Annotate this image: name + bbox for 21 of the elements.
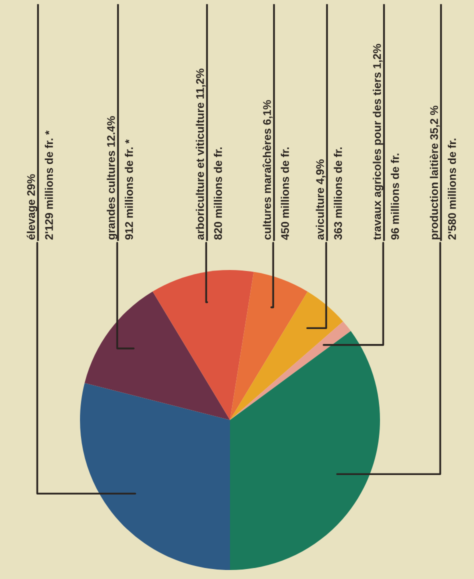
slice-label: grandes cultures 12.4% <box>106 116 118 240</box>
slice-label: cultures maraîchères 6,1% <box>262 100 273 240</box>
pie-slice <box>152 270 254 420</box>
pie-slice <box>230 272 308 420</box>
data-label: 2'129 millions de fr. * <box>44 130 53 240</box>
slice-label: élevage 29% <box>26 174 38 240</box>
data-label: 96 millions de fr. <box>390 154 399 240</box>
slice-label: aviculture 4,9% <box>316 159 326 240</box>
pie-slice <box>230 321 351 420</box>
pie-slice <box>84 291 230 420</box>
data-label: 363 millions de fr. <box>334 148 342 240</box>
pie-slice <box>230 331 380 570</box>
pie-slice <box>230 292 344 420</box>
data-label: 450 millions de fr. <box>280 148 289 240</box>
slice-label: travaux agricoles pour des tiers 1,2% <box>372 44 384 240</box>
slice-label: arboriculture et viticulture 11,2% <box>196 68 206 240</box>
data-label: 2'580 millions de fr. <box>448 138 456 240</box>
data-label: 912 millions de fr. * <box>124 139 133 240</box>
slice-label: production laitière 35,2 % <box>430 106 440 240</box>
data-label: 820 millions de fr. <box>214 148 222 240</box>
pie-slice <box>80 383 230 570</box>
